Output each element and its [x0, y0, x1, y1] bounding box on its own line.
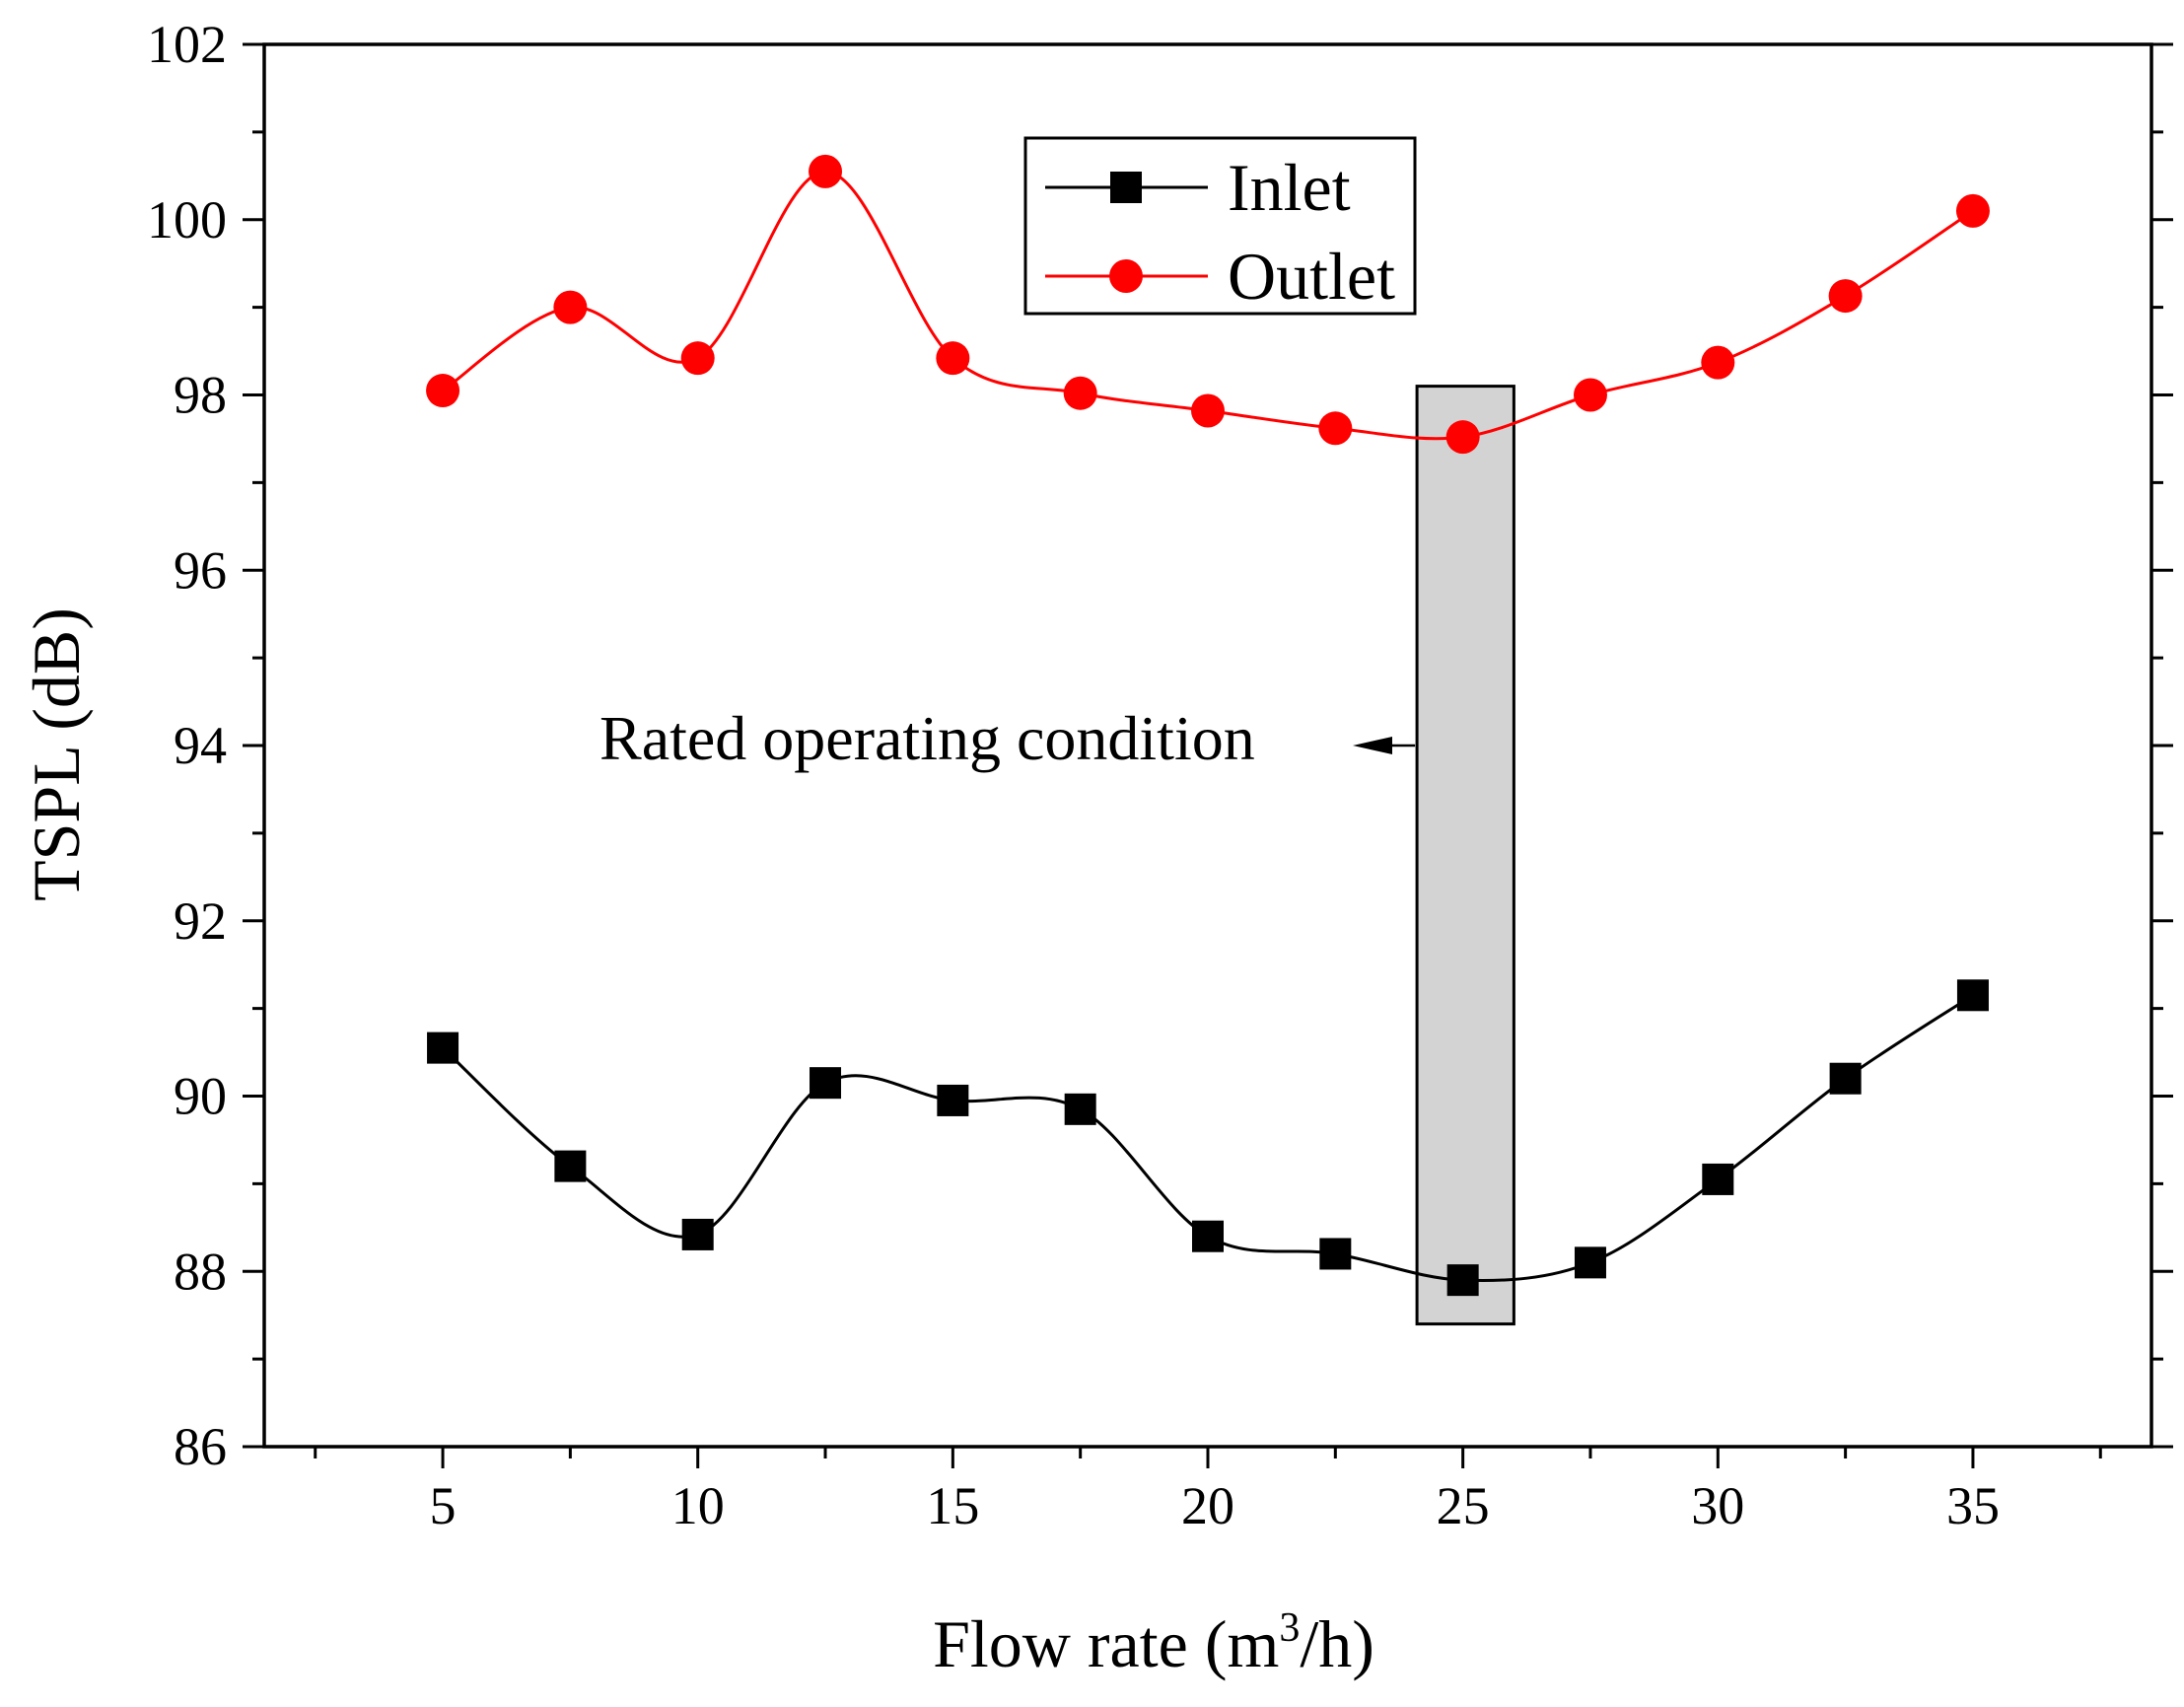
- x-axis-title-suffix: /h): [1300, 1606, 1374, 1681]
- y-tick-label: 88: [174, 1242, 227, 1301]
- data-point-inlet: [810, 1067, 842, 1100]
- legend-label-inlet: Inlet: [1228, 150, 1351, 225]
- data-point-outlet: [809, 154, 843, 188]
- x-tick-label: 30: [1691, 1476, 1744, 1535]
- data-point-inlet: [1574, 1246, 1606, 1279]
- data-point-inlet: [1064, 1093, 1096, 1125]
- y-tick-label: 100: [147, 190, 227, 249]
- annotation-arrow-head: [1353, 737, 1392, 754]
- data-point-outlet: [1445, 420, 1480, 455]
- data-point-outlet: [1063, 376, 1097, 410]
- data-point-outlet: [1191, 393, 1225, 428]
- data-point-inlet: [1829, 1062, 1862, 1095]
- data-point-inlet: [681, 1218, 714, 1250]
- rated-condition-box: [1415, 385, 1515, 1326]
- legend-marker-inlet: [1110, 172, 1142, 203]
- data-point-inlet: [1446, 1264, 1479, 1297]
- data-point-outlet: [936, 341, 970, 376]
- data-point-outlet: [1318, 411, 1353, 446]
- x-tick-label: 5: [430, 1476, 457, 1535]
- x-tick-label: 25: [1437, 1476, 1490, 1535]
- y-tick-label: 86: [174, 1417, 227, 1476]
- data-point-outlet: [426, 374, 460, 408]
- data-point-outlet: [1828, 279, 1863, 314]
- y-tick-label: 96: [174, 540, 227, 600]
- y-tick-label: 94: [174, 716, 227, 775]
- data-point-inlet: [427, 1031, 459, 1064]
- data-point-inlet: [1319, 1238, 1352, 1270]
- data-point-inlet: [554, 1150, 587, 1182]
- legend-box: [1023, 136, 1417, 316]
- y-axis-title: TSPL (dB): [19, 607, 94, 901]
- y-tick-label: 90: [174, 1067, 227, 1126]
- x-axis-title: Flow rate (m3/h): [933, 1605, 1374, 1681]
- x-axis-title-main: Flow rate (m: [933, 1606, 1279, 1681]
- data-point-outlet: [1701, 345, 1735, 380]
- annotation-text: Rated operating condition: [599, 703, 1255, 773]
- legend-label-outlet: Outlet: [1228, 239, 1395, 314]
- x-tick-label: 35: [1946, 1476, 2000, 1535]
- data-point-inlet: [937, 1084, 969, 1116]
- data-point-inlet: [1956, 979, 1989, 1012]
- x-tick-label: 10: [671, 1476, 725, 1535]
- legend: Inlet Outlet: [1023, 136, 1417, 316]
- data-point-outlet: [1955, 193, 1990, 228]
- x-tick-label: 20: [1181, 1476, 1234, 1535]
- data-point-outlet: [553, 290, 588, 324]
- data-point-inlet: [1702, 1163, 1734, 1195]
- y-tick-label: 92: [174, 891, 227, 951]
- legend-marker-outlet: [1109, 259, 1143, 293]
- data-point-outlet: [1573, 378, 1607, 412]
- data-point-inlet: [1192, 1220, 1224, 1252]
- x-tick-label: 15: [926, 1476, 979, 1535]
- x-axis-title-sup: 3: [1279, 1605, 1300, 1651]
- y-tick-label: 102: [147, 15, 227, 74]
- data-point-outlet: [680, 341, 715, 376]
- y-tick-label: 98: [174, 366, 227, 425]
